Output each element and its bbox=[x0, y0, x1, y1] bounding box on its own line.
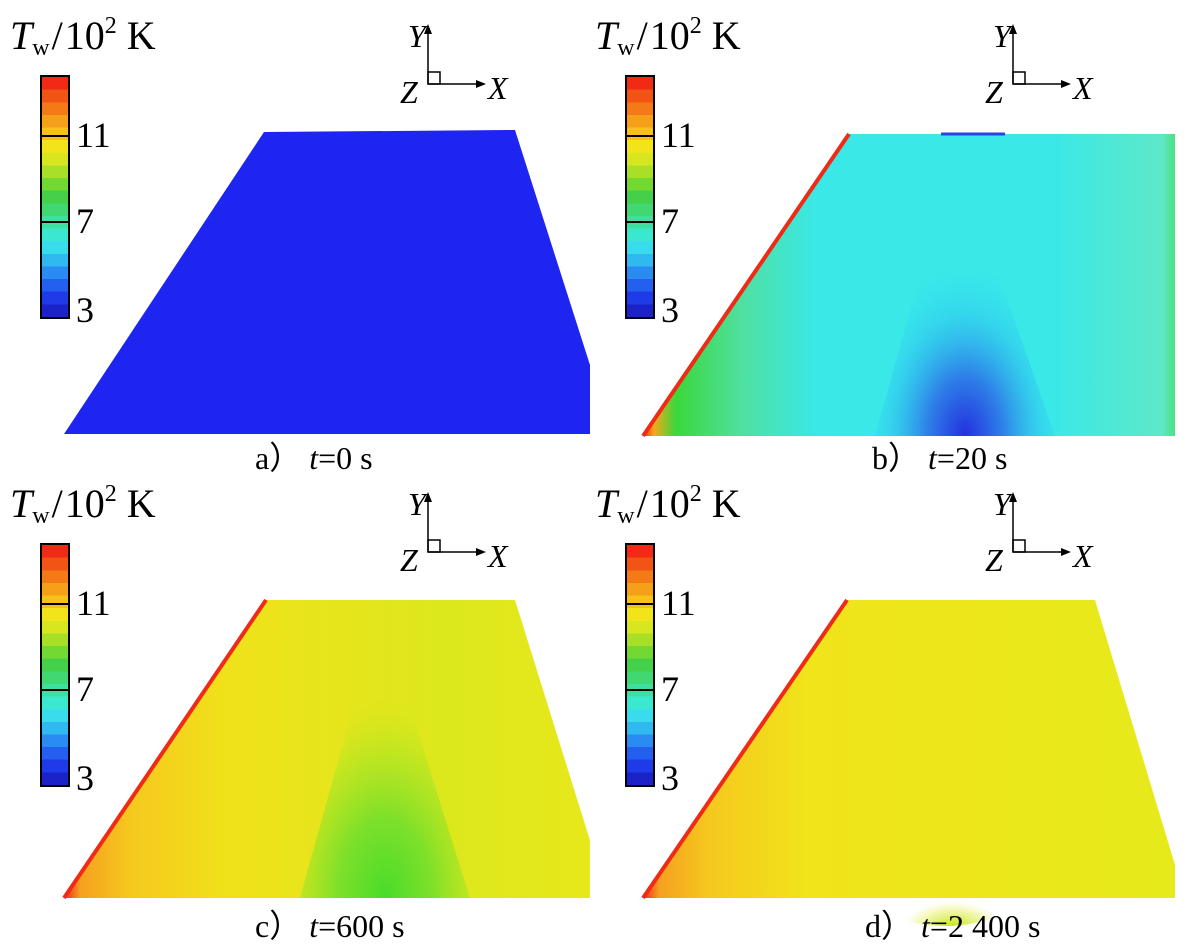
colorbar-tick-11 bbox=[627, 135, 653, 137]
panel-a: Tw/102 K 11 7 3 Y X Z a） t=0 s bbox=[0, 0, 590, 474]
colorbar-label-7: 7 bbox=[76, 669, 94, 709]
colorbar-label-7: 7 bbox=[76, 201, 94, 241]
colorbar-label-3: 3 bbox=[661, 758, 679, 798]
caption-a: a） t=0 s bbox=[255, 440, 373, 476]
colorbar-label-11: 11 bbox=[76, 583, 111, 623]
colorbar-tick-11 bbox=[627, 603, 653, 605]
panel-b: Tw/102 K 11 7 3 Y X Z bbox=[585, 0, 1175, 474]
colorbar-label-11: 11 bbox=[661, 583, 696, 623]
axes-triad-icon bbox=[1009, 24, 1071, 88]
panel-d: Tw/102 K 11 7 3 Y X Z bbox=[585, 468, 1175, 942]
axis-y-label: Y bbox=[408, 486, 426, 522]
colorbar-tick-7 bbox=[42, 221, 68, 223]
colorbar-label-3: 3 bbox=[76, 290, 94, 330]
temperature-field-d bbox=[641, 598, 1175, 926]
temperature-field-b bbox=[641, 132, 1175, 438]
trapezoid-surface bbox=[643, 600, 1175, 898]
axes-triad-icon bbox=[424, 24, 486, 88]
colorbar-title: Tw/102 K bbox=[10, 481, 156, 529]
colorbar-tick-11 bbox=[42, 603, 68, 605]
colorbar-title: Tw/102 K bbox=[595, 481, 741, 529]
axis-z-label: Z bbox=[400, 74, 418, 110]
caption-b: b） t=20 s bbox=[872, 440, 1008, 476]
axis-y-label: Y bbox=[993, 486, 1011, 522]
colorbar-label-11: 11 bbox=[661, 115, 696, 155]
colorbar-label-11: 11 bbox=[76, 115, 111, 155]
colorbar-label-3: 3 bbox=[661, 290, 679, 330]
axis-x-label: X bbox=[1073, 70, 1093, 106]
axis-y-label: Y bbox=[993, 18, 1011, 54]
colorbar-label-7: 7 bbox=[661, 669, 679, 709]
axes-triad: Y X Z bbox=[388, 18, 528, 112]
colorbar bbox=[625, 543, 655, 787]
hot-leading-edge bbox=[62, 598, 268, 900]
colorbar bbox=[40, 543, 70, 787]
axes-triad-icon bbox=[1009, 492, 1071, 556]
panel-c: Tw/102 K 11 7 3 Y X Z bbox=[0, 468, 590, 942]
temperature-field-c bbox=[62, 598, 590, 900]
cold-core-region bbox=[875, 150, 1055, 436]
green-core-region bbox=[300, 610, 470, 898]
colorbar-tick-7 bbox=[627, 221, 653, 223]
axis-y-label: Y bbox=[408, 18, 426, 54]
slightly-cooler-region bbox=[865, 846, 1025, 926]
axis-x-label: X bbox=[488, 70, 508, 106]
hot-leading-edge bbox=[641, 132, 851, 438]
colorbar-tick-11 bbox=[42, 135, 68, 137]
colorbar-title: Tw/102 K bbox=[595, 13, 741, 61]
colorbar-title: Tw/102 K bbox=[10, 13, 156, 61]
colorbar-tick-7 bbox=[627, 689, 653, 691]
trapezoid-surface bbox=[64, 600, 590, 898]
axis-z-label: Z bbox=[985, 542, 1003, 578]
axes-triad: Y X Z bbox=[973, 486, 1113, 580]
hot-leading-edge bbox=[641, 598, 849, 900]
caption-c: c） t=600 s bbox=[255, 908, 405, 944]
axis-x-label: X bbox=[1073, 538, 1093, 574]
temperature-field-a bbox=[64, 130, 590, 434]
colorbar-tick-7 bbox=[42, 689, 68, 691]
colorbar bbox=[625, 75, 655, 319]
caption-d: d） t=2 400 s bbox=[865, 908, 1041, 944]
colorbar bbox=[40, 75, 70, 319]
colorbar-label-7: 7 bbox=[661, 201, 679, 241]
colorbar-label-3: 3 bbox=[76, 758, 94, 798]
axes-triad-icon bbox=[424, 492, 486, 556]
axis-x-label: X bbox=[488, 538, 508, 574]
trapezoid-surface bbox=[64, 130, 590, 434]
trapezoid-surface bbox=[643, 134, 1175, 436]
axis-z-label: Z bbox=[400, 542, 418, 578]
axis-z-label: Z bbox=[985, 74, 1003, 110]
axes-triad: Y X Z bbox=[388, 486, 528, 580]
axes-triad: Y X Z bbox=[973, 18, 1113, 112]
